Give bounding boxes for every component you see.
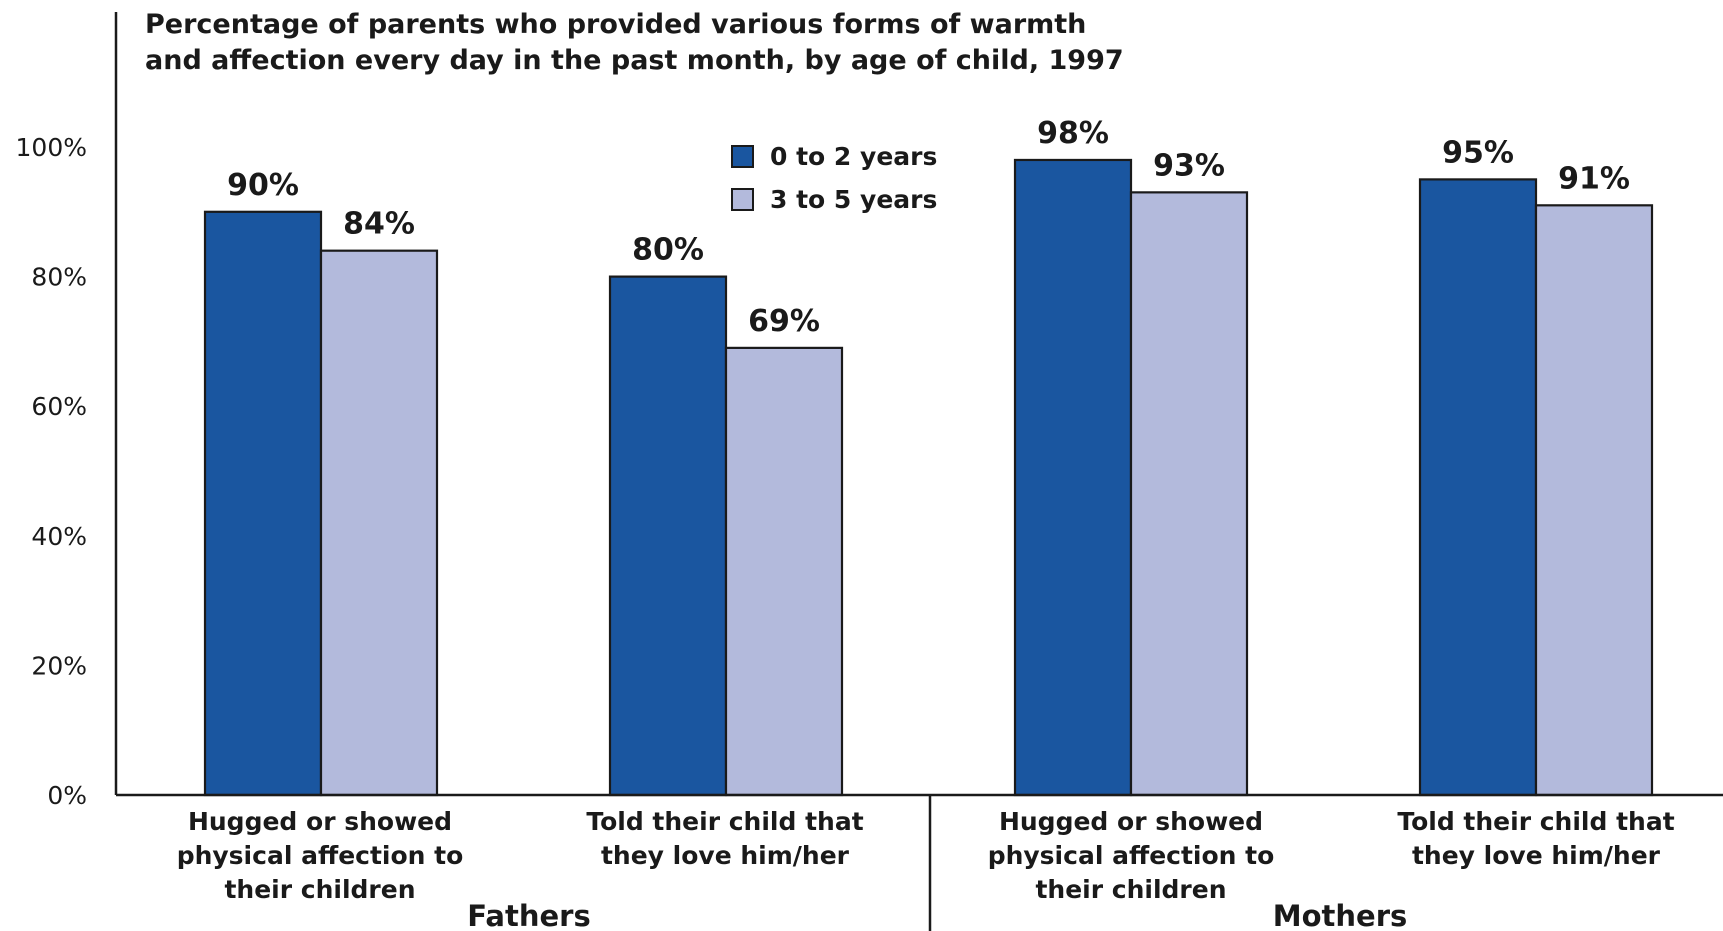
category-label-line: their children xyxy=(1035,875,1226,904)
bar-age-0-2 xyxy=(1418,178,1538,797)
legend: 0 to 2 years 3 to 5 years xyxy=(731,142,937,214)
category-label-line: Told their child that xyxy=(586,807,863,836)
legend-label: 3 to 5 years xyxy=(770,185,937,214)
bars xyxy=(203,158,1654,797)
legend-swatch xyxy=(731,188,754,211)
y-tick-label: 40% xyxy=(31,522,87,551)
category-labels: Hugged or showed physical affection to the… xyxy=(177,807,1675,904)
bar-age-3-5 xyxy=(1129,191,1249,797)
y-tick-label: 20% xyxy=(31,651,87,680)
bar-value-label: 69% xyxy=(748,304,820,339)
chart-title-line: Percentage of parents who provided vario… xyxy=(145,9,1086,40)
category-label-line: Hugged or showed xyxy=(999,807,1263,836)
bar-age-0-2 xyxy=(608,275,728,797)
bar-value-label: 93% xyxy=(1153,148,1225,183)
group-labels: Fathers Mothers xyxy=(467,899,1407,931)
category-label-line: their children xyxy=(224,875,415,904)
y-tick-label: 60% xyxy=(31,392,87,421)
category-label-line: they love him/her xyxy=(1412,841,1661,870)
bar-age-0-2 xyxy=(1013,158,1133,797)
category-label-line: they love him/her xyxy=(601,841,850,870)
bar-value-label: 84% xyxy=(343,207,415,242)
value-labels: 90% 80% 98% 95% 84% 69% 93% 91% xyxy=(227,116,1630,339)
bar-value-label: 95% xyxy=(1442,135,1514,170)
bar-value-label: 91% xyxy=(1558,161,1630,196)
bar-age-3-5 xyxy=(1534,204,1654,797)
bar-value-label: 80% xyxy=(632,233,704,268)
category-label-line: physical affection to xyxy=(177,841,464,870)
group-label-fathers: Fathers xyxy=(467,899,590,931)
chart-title-line: and affection every day in the past mont… xyxy=(145,45,1124,76)
category-label-line: Hugged or showed xyxy=(188,807,452,836)
legend-label: 0 to 2 years xyxy=(770,142,937,171)
bar-age-3-5 xyxy=(724,346,844,797)
legend-swatch xyxy=(731,145,754,168)
chart-title: Percentage of parents who provided vario… xyxy=(145,9,1124,76)
axes xyxy=(114,12,1723,931)
bar-value-label: 90% xyxy=(227,168,299,203)
bar-age-3-5 xyxy=(319,249,439,797)
bar-age-0-2 xyxy=(203,210,323,797)
bar-value-label: 98% xyxy=(1037,116,1109,151)
group-label-mothers: Mothers xyxy=(1273,899,1408,931)
y-tick-label: 0% xyxy=(47,781,87,810)
y-tick-label: 80% xyxy=(31,263,87,292)
category-label-line: Told their child that xyxy=(1397,807,1674,836)
y-axis-ticks: 0% 20% 40% 60% 80% 100% xyxy=(16,133,87,810)
y-tick-label: 100% xyxy=(16,133,87,162)
category-label-line: physical affection to xyxy=(988,841,1275,870)
